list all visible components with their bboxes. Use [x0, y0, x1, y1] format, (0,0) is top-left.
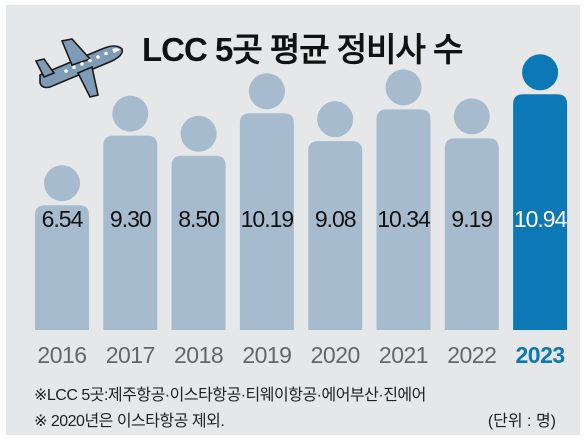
bar-head [522, 54, 559, 91]
bar-body [239, 113, 294, 330]
bar-head [180, 115, 217, 152]
bar-2020 [308, 101, 363, 330]
bar-body [513, 94, 568, 330]
bar-body [103, 135, 158, 330]
bar-2017 [103, 95, 158, 330]
value-label: 9.19 [451, 206, 492, 232]
x-tick-label: 2018 [174, 342, 223, 368]
bar-head [317, 101, 354, 138]
bar-2019 [239, 73, 294, 330]
bar-head [44, 165, 80, 202]
value-label: 9.08 [315, 206, 356, 232]
bar-head [248, 73, 285, 110]
unit-label: (단위 : 명) [487, 413, 556, 430]
bar-2016 [35, 165, 89, 330]
x-tick-label: 2020 [311, 342, 360, 368]
x-tick-label: 2022 [447, 342, 496, 368]
x-tick-label: 2023 [516, 342, 565, 368]
x-tick-label: 2017 [106, 342, 155, 368]
value-label: 10.19 [241, 206, 294, 232]
x-tick-label: 2021 [379, 342, 428, 368]
bar-2022 [444, 98, 499, 330]
bar-body [376, 109, 431, 330]
footnote-exclusion: ※ 2020년은 이스타항공 제외. [34, 413, 225, 430]
bar-body [308, 141, 363, 330]
airplane-icon [34, 38, 124, 98]
value-label: 8.50 [178, 206, 219, 232]
bar-2021 [376, 69, 431, 330]
value-label: 10.34 [377, 206, 431, 232]
chart-title: LCC 5곳 평균 정비사 수 [142, 31, 463, 68]
bar-2018 [171, 115, 226, 330]
bar-body [444, 138, 499, 330]
chart-frame: 6.54 2016 9.30 2017 8.50 2018 10.19 2019 9.08 202… [6, 5, 580, 435]
bar-head [385, 69, 422, 106]
bar-head [112, 95, 149, 132]
value-label: 10.94 [514, 206, 568, 232]
footnote-airlines: ※LCC 5곳:제주항공·이스타항공·티웨이항공·에어부산·진에어 [34, 387, 426, 404]
bar-head [453, 98, 490, 135]
x-tick-label: 2019 [242, 342, 291, 368]
bar-chart: 6.54 2016 9.30 2017 8.50 2018 10.19 2019 9.08 202… [34, 38, 569, 368]
value-label: 9.30 [110, 206, 151, 232]
bar-body [171, 155, 226, 330]
value-label: 6.54 [42, 206, 84, 232]
bar-2023 [513, 54, 568, 330]
bar-body [35, 205, 89, 330]
x-tick-label: 2016 [37, 342, 86, 368]
